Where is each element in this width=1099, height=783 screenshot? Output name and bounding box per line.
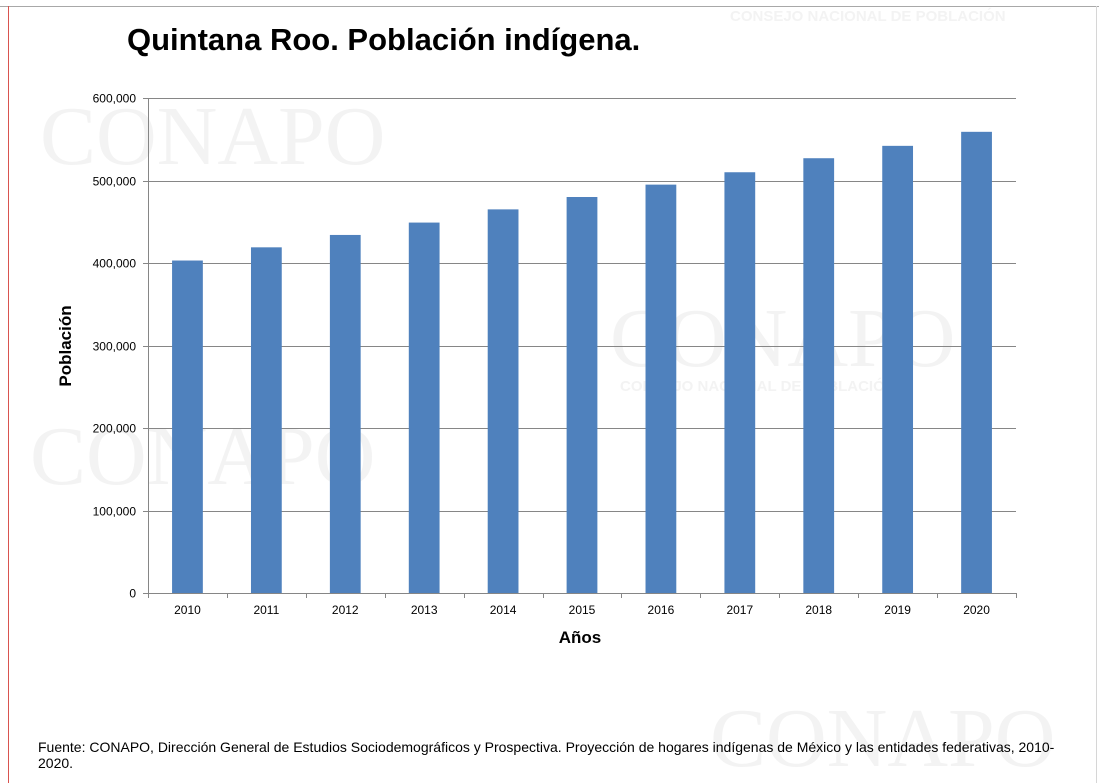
- x-tick-label: 2019: [884, 603, 911, 617]
- bar: [961, 131, 992, 593]
- y-tick-label: 500,000: [93, 175, 137, 189]
- bar: [329, 234, 361, 593]
- source-note: Fuente: CONAPO, Dirección General de Est…: [38, 739, 1055, 771]
- x-tick-label: 2017: [726, 603, 753, 617]
- bar: [566, 197, 598, 593]
- x-axis-title: Años: [559, 628, 602, 647]
- frame-right-border: [1096, 6, 1097, 783]
- y-tick-label: 200,000: [93, 422, 137, 436]
- bar: [250, 247, 282, 593]
- y-axis-title: Población: [56, 305, 75, 386]
- bar: [803, 158, 835, 593]
- bar: [408, 222, 440, 593]
- x-tick-label: 2012: [332, 603, 359, 617]
- x-tick-label: 2013: [411, 603, 438, 617]
- y-tick-label: 100,000: [93, 505, 137, 519]
- axes: [143, 98, 1017, 598]
- bars: [172, 131, 992, 593]
- tick-labels: 0 100,000 200,000 300,000 400,000 500,000 600,…: [93, 92, 991, 618]
- bar: [645, 184, 677, 593]
- x-tick-label: 2011: [253, 603, 279, 617]
- y-tick-label: 300,000: [93, 340, 137, 354]
- watermark-logo: CONAPO: [40, 90, 386, 183]
- chart-title: Quintana Roo. Población indígena.: [127, 22, 641, 57]
- watermark-caption: CONSEJO NACIONAL DE POBLACIÓN: [730, 8, 1006, 25]
- x-tick-label: 2015: [569, 603, 596, 617]
- x-tick-label: 2018: [805, 603, 832, 617]
- y-tick-label: 600,000: [93, 92, 137, 106]
- bar: [724, 172, 756, 593]
- watermark-logo: CONAPO: [710, 692, 1056, 783]
- frame-left-border: [8, 6, 9, 783]
- bar: [172, 260, 203, 593]
- y-tick-label: 400,000: [93, 257, 137, 271]
- y-tick-label: 0: [129, 587, 136, 601]
- bar: [487, 209, 519, 593]
- x-tick-label: 2010: [174, 603, 201, 617]
- frame-top-border: [0, 6, 1099, 7]
- bar: [882, 145, 914, 593]
- x-tick-label: 2020: [963, 603, 990, 617]
- x-tick-label: 2016: [648, 603, 675, 617]
- x-tick-label: 2014: [490, 603, 517, 617]
